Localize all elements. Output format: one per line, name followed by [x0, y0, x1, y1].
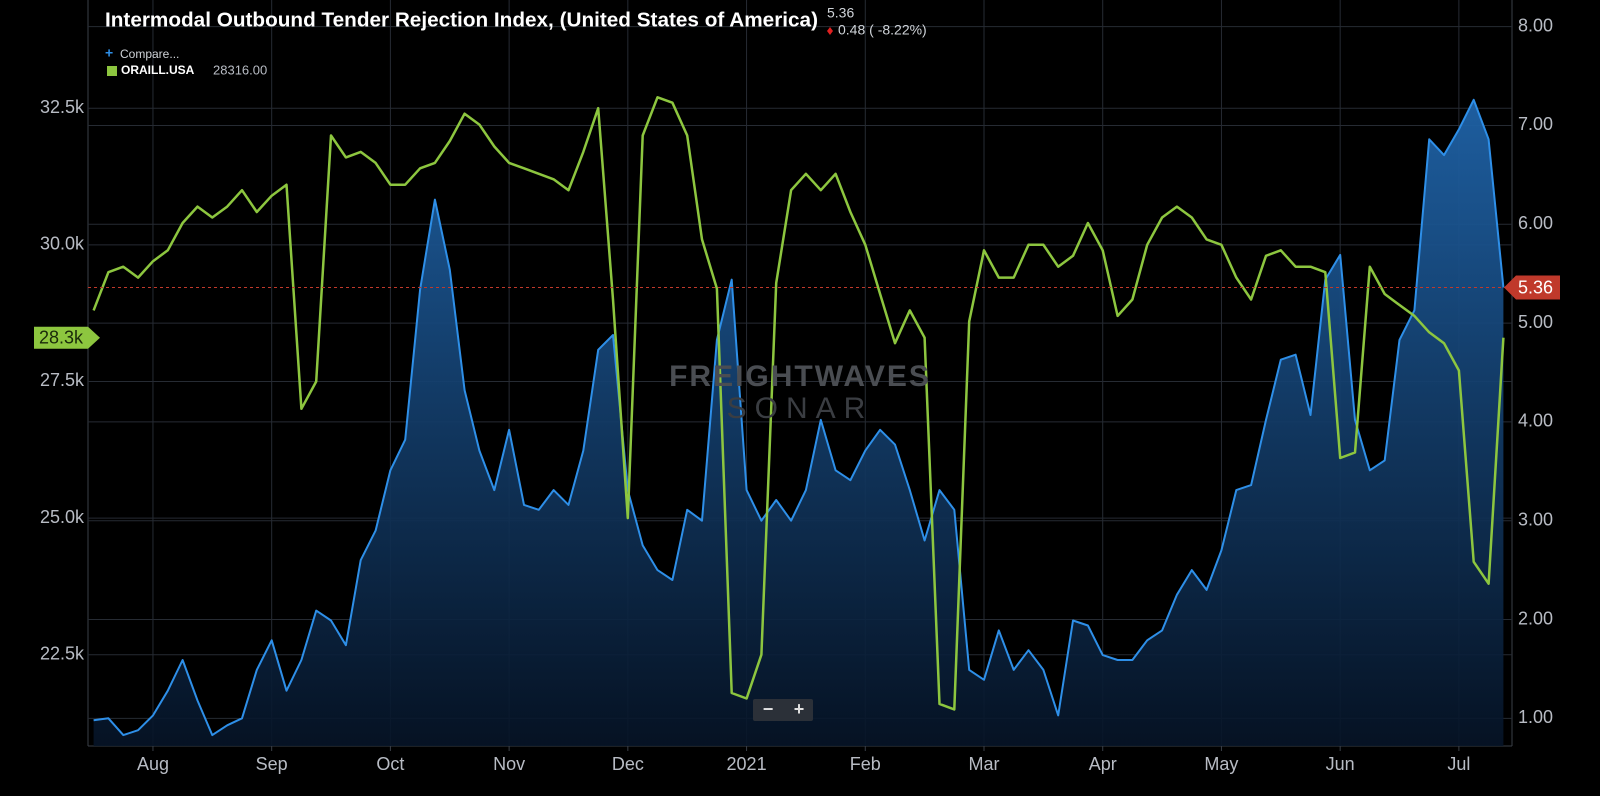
- legend-label: ORAILL.USA: [121, 63, 195, 77]
- x-tick-label: May: [1204, 754, 1238, 774]
- left-badge: [34, 326, 100, 349]
- x-tick-label: Dec: [612, 754, 644, 774]
- zoom-controls: [753, 699, 813, 721]
- latest-value: 5.36: [827, 5, 854, 21]
- x-tick-label: Jul: [1447, 754, 1470, 774]
- marks: [88, 96, 1512, 747]
- y2-tick-label: 6.00: [1518, 213, 1553, 233]
- change: 0.48 ( -8.22%): [838, 22, 927, 38]
- x-tick-label: Feb: [850, 754, 881, 774]
- legend-value: 28316.00: [213, 62, 267, 77]
- labels: 22.5k 25.0k 27.5k 30.0k 32.5k 1.00 2.00 3.00 4.0…: [34, 15, 1560, 774]
- zoom-in[interactable]: +: [794, 699, 805, 719]
- compare-icon[interactable]: +: [105, 45, 113, 61]
- y2-tick-label: 3.00: [1518, 509, 1553, 529]
- watermark: FREIGHTWAVES: [669, 360, 931, 393]
- zoom-out[interactable]: −: [763, 699, 774, 719]
- x-tick-label: Jun: [1326, 754, 1355, 774]
- y2-tick-label: 4.00: [1518, 411, 1553, 431]
- watermark: SONAR: [727, 392, 874, 425]
- y2-tick-label: 7.00: [1518, 114, 1553, 134]
- y2-tick-label: 2.00: [1518, 608, 1553, 628]
- area: [93, 99, 1504, 747]
- y-tick-label: 27.5k: [40, 370, 85, 390]
- line: [92, 96, 1505, 711]
- y-tick-label: 32.5k: [40, 97, 85, 117]
- y-tick-label: 22.5k: [40, 643, 85, 663]
- x-tick-label: Sep: [256, 754, 288, 774]
- x-tick-label: 2021: [727, 754, 767, 774]
- left-badge-label: 28.3k: [39, 327, 84, 347]
- right-badge: [1504, 275, 1560, 300]
- x-tick-label: Nov: [493, 754, 525, 774]
- y-tick-label: 30.0k: [40, 234, 85, 254]
- compare[interactable]: Compare...: [120, 47, 179, 61]
- y2-tick-label: 5.00: [1518, 312, 1553, 332]
- y2-tick-label: 8.00: [1518, 15, 1553, 35]
- x-tick-label: Oct: [376, 754, 404, 774]
- x-tick-label: Mar: [969, 754, 1000, 774]
- x-tick-label: Aug: [137, 754, 169, 774]
- right-badge-label: 5.36: [1518, 277, 1553, 297]
- x-tick-label: Apr: [1089, 754, 1117, 774]
- y-tick-label: 25.0k: [40, 507, 85, 527]
- change-icon: [827, 27, 833, 35]
- chart-title: Intermodal Outbound Tender Rejection Ind…: [105, 9, 818, 31]
- y2-tick-label: 1.00: [1518, 707, 1553, 727]
- legend-swatch: [107, 66, 117, 76]
- area-line: [93, 98, 1505, 737]
